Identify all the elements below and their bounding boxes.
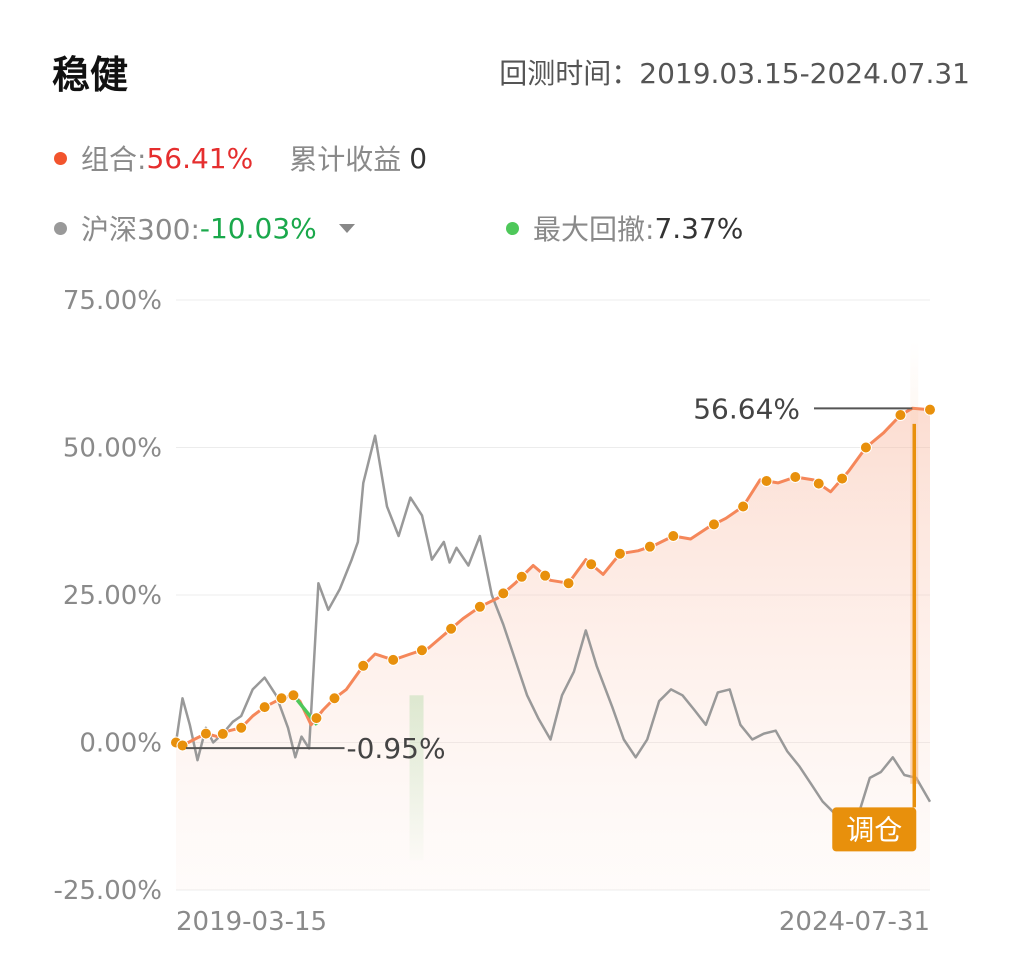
y-tick-label: -25.00% — [53, 876, 162, 906]
portfolio-area — [176, 408, 930, 890]
rebalance-point — [643, 540, 656, 553]
rebalance-point — [199, 727, 212, 740]
rebalance-point — [894, 409, 907, 422]
benchmark-dot-icon — [54, 221, 67, 235]
rebalance-point — [737, 500, 750, 513]
y-tick-label: 75.00% — [63, 286, 162, 316]
portfolio-legend: 组合: 56.41% 累计收益 0 — [54, 138, 427, 178]
rebalance-point — [310, 712, 323, 725]
max-value-label: 56.64% — [693, 392, 800, 425]
rebalance-point — [328, 692, 341, 705]
drawdown-value: 7.37% — [654, 211, 744, 245]
plot-area: 56.64% -0.95% 调仓 — [170, 341, 936, 890]
benchmark-return: -10.03% — [199, 211, 317, 245]
portfolio-label: 组合: — [81, 143, 147, 176]
benchmark-dropdown-icon[interactable] — [338, 223, 355, 233]
rebalance-point — [216, 727, 229, 740]
rebalance-point — [176, 739, 189, 752]
backtest-period: 回测时间：2019.03.15-2024.07.31 — [499, 57, 970, 90]
rebalance-point — [515, 570, 528, 583]
rebalance-point — [275, 692, 288, 705]
rebalance-point — [235, 721, 248, 734]
rebalance-button-label: 调仓 — [846, 813, 902, 846]
rebalance-point — [812, 477, 825, 490]
benchmark-label: 沪深300: — [81, 213, 200, 246]
drawdown-label: 最大回撤: — [533, 213, 655, 246]
portfolio-return: 56.41% — [146, 141, 254, 175]
rebalance-point — [258, 701, 271, 714]
x-tick-label: 2024-07-31 — [779, 907, 930, 937]
portfolio-dot-icon — [54, 151, 67, 165]
rebalance-button[interactable]: 调仓 — [832, 807, 917, 852]
strategy-title: 稳健 — [52, 53, 129, 97]
rebalance-point — [497, 587, 510, 600]
y-tick-label: 25.00% — [63, 581, 162, 611]
benchmark-legend[interactable]: 沪深300: -10.03% — [54, 208, 355, 248]
rebalance-point — [387, 653, 400, 666]
benchmark-line — [174, 434, 932, 818]
rebalance-point — [789, 471, 802, 483]
rebalance-point — [859, 441, 872, 454]
rebalance-point — [585, 558, 598, 571]
rebalance-point — [415, 644, 428, 657]
rebalance-point — [924, 403, 936, 416]
cum-return-label: 累计收益 — [289, 143, 402, 176]
rebalance-point — [287, 689, 300, 702]
rebalance-point — [836, 472, 849, 485]
rebalance-point — [707, 518, 720, 531]
drawdown-legend: 最大回撤: 7.37% — [506, 208, 743, 248]
x-tick-label: 2019-03-15 — [176, 907, 327, 937]
rebalance-point — [473, 600, 486, 613]
y-tick-label: 50.00% — [63, 434, 162, 464]
drawdown-label: -0.95% — [347, 732, 446, 765]
y-axis-ticks: 75.00% 50.00% 25.00% 0.00% -25.00% — [53, 286, 162, 906]
rebalance-button-bg — [832, 807, 917, 852]
y-tick-label: 0.00% — [79, 729, 162, 759]
cum-return-value: 0 — [409, 141, 428, 175]
rebalance-point — [562, 577, 575, 590]
rebalance-point — [357, 659, 370, 672]
rebalance-point — [539, 569, 552, 582]
rebalance-point — [667, 530, 680, 542]
x-axis-ticks: 2019-03-15 2024-07-31 — [176, 907, 930, 937]
rebalance-point — [445, 622, 458, 635]
drawdown-dot-icon — [506, 221, 519, 235]
rebalance-point — [613, 547, 626, 560]
rebalance-point — [760, 475, 773, 488]
